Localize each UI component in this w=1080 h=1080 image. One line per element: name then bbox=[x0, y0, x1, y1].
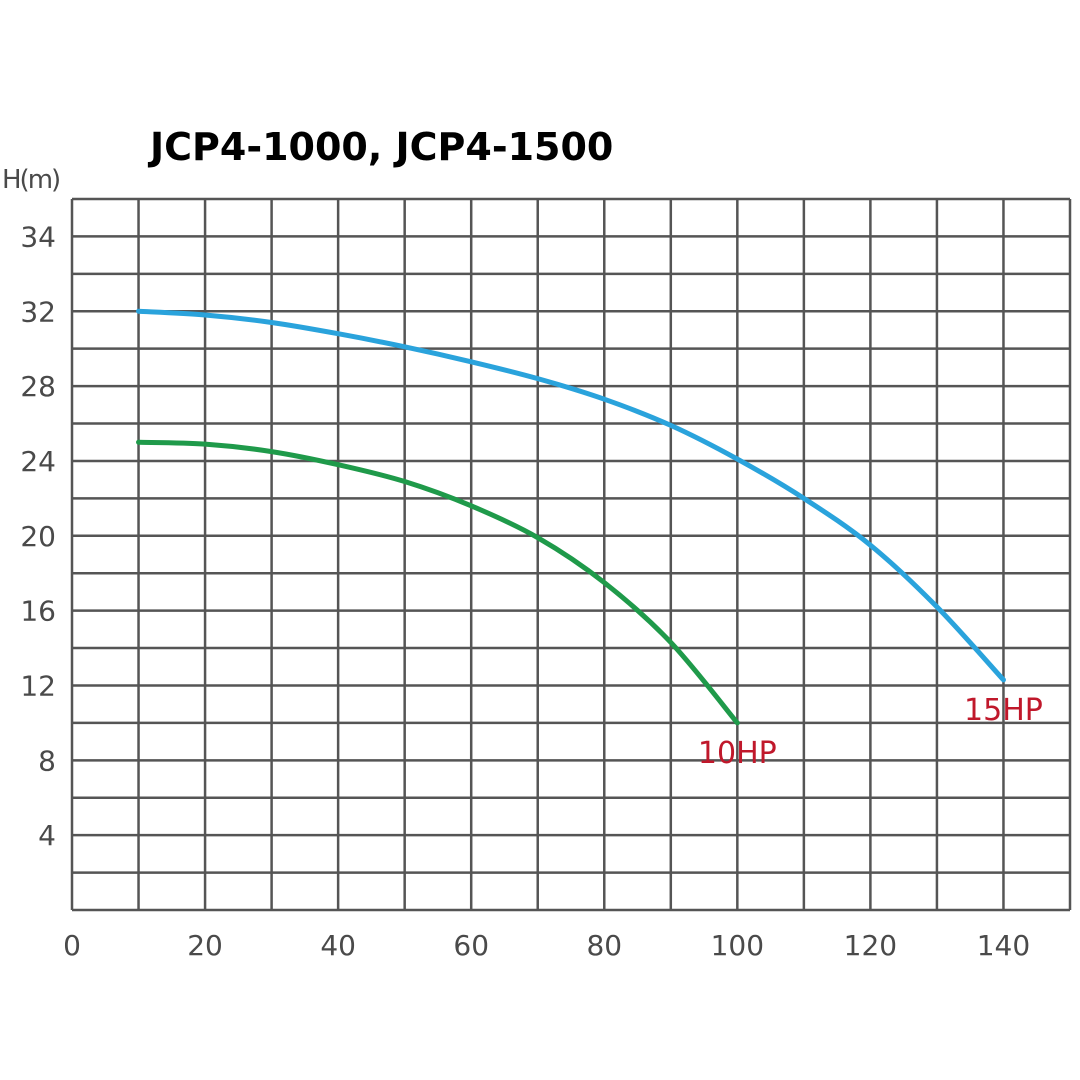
series-line-10hp bbox=[136, 439, 740, 726]
grid bbox=[70, 197, 1072, 912]
y-tick-label: 20 bbox=[20, 520, 56, 553]
series-group: 15HP 10HP bbox=[136, 308, 1043, 771]
x-tick-label: 140 bbox=[977, 929, 1030, 962]
series-label: 10HP bbox=[698, 736, 777, 771]
x-tick-label: 20 bbox=[187, 929, 223, 962]
x-tick-label: 80 bbox=[586, 929, 622, 962]
y-axis-label: H(m) bbox=[2, 165, 59, 195]
x-tick-label: 120 bbox=[844, 929, 897, 962]
y-tick-label: 8 bbox=[38, 744, 56, 777]
y-tick-label: 16 bbox=[20, 595, 56, 628]
series-label: 15HP bbox=[964, 693, 1043, 728]
x-tick-label: 60 bbox=[453, 929, 489, 962]
y-tick-label: 28 bbox=[20, 370, 56, 403]
series-line-15hp bbox=[136, 308, 1006, 683]
y-tick-label: 32 bbox=[20, 295, 56, 328]
x-tick-label: 0 bbox=[63, 929, 81, 962]
x-tick-label: 100 bbox=[711, 929, 764, 962]
y-tick-label: 12 bbox=[20, 669, 56, 702]
y-tick-label: 4 bbox=[38, 819, 56, 852]
axis-ticks: 0 20 40 60 80 100 120 140 4 8 12 16 20 24 28 32 34 bbox=[20, 220, 1030, 962]
x-tick-label: 40 bbox=[320, 929, 356, 962]
y-tick-label: 34 bbox=[20, 220, 56, 253]
chart-title: JCP4-1000, JCP4-1500 bbox=[147, 125, 613, 169]
y-tick-label: 24 bbox=[20, 445, 56, 478]
